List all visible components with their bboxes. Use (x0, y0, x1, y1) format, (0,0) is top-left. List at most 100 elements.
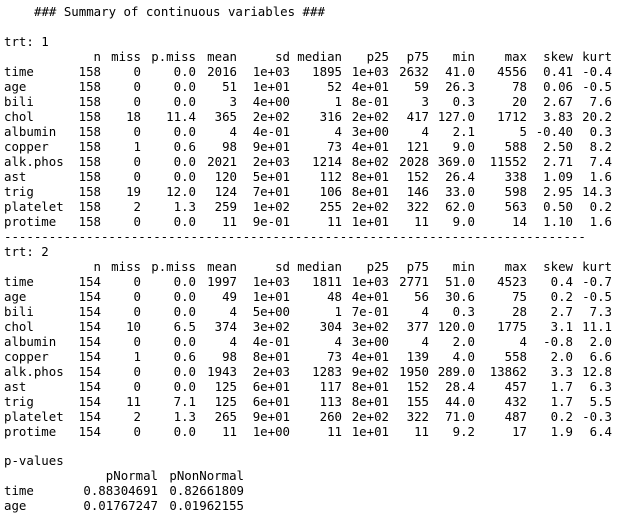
table-cell: 1e+01 (351, 214, 389, 229)
table-cell: 2e+03 (252, 364, 290, 379)
table-cell: 2e+02 (351, 199, 389, 214)
table-cell: 158 (78, 199, 101, 214)
table-cell: 0.0 (173, 79, 196, 94)
table-cell: 0.0 (173, 154, 196, 169)
table-cell: 1.09 (543, 169, 573, 184)
column-header: miss (111, 49, 141, 64)
column-header: skew (543, 259, 573, 274)
table-header-row: n miss p.miss mean sd median p25 p75 min max skew k… (0, 259, 623, 274)
table-cell: 7.1 (173, 394, 196, 409)
table-cell: 0.0 (173, 214, 196, 229)
column-header: median (297, 259, 342, 274)
table-cell: 9.2 (452, 424, 475, 439)
table-cell: 2 (133, 199, 141, 214)
table-cell: 48 (327, 289, 342, 304)
table-cell: 8.2 (589, 139, 612, 154)
table-cell: 71.0 (445, 409, 475, 424)
table-row: albumin 154 0 0.0 4 4e-01 4 3e+00 4 2.0 4 -0.8 2.0 (0, 334, 623, 349)
table-cell: 11.1 (582, 319, 612, 334)
variable-name: time (4, 483, 34, 498)
table-cell: 289.0 (437, 364, 475, 379)
table-cell: 7e+01 (252, 184, 290, 199)
table-cell: 1950 (399, 364, 429, 379)
table-cell: 51.0 (445, 274, 475, 289)
variable-name: platelet (4, 409, 64, 424)
table-cell: 7.3 (589, 304, 612, 319)
table-cell: 2771 (399, 274, 429, 289)
table-cell: 2e+02 (252, 109, 290, 124)
table-cell: 0.0 (173, 64, 196, 79)
table-row: age 158 0 0.0 51 1e+01 52 4e+01 59 26.3 78 0.06 -0.5 (0, 79, 623, 94)
variable-name: alk.phos (4, 154, 64, 169)
table-cell: 127.0 (437, 109, 475, 124)
column-header: kurt (582, 49, 612, 64)
table-cell: 158 (78, 94, 101, 109)
variable-name: bili (4, 94, 34, 109)
table-cell: 7.4 (589, 154, 612, 169)
table-cell: -0.5 (582, 289, 612, 304)
table-cell: 1943 (207, 364, 237, 379)
table-cell: 2632 (399, 64, 429, 79)
variable-name: trig (4, 184, 34, 199)
table-cell: 2e+02 (351, 109, 389, 124)
table-cell: 0 (133, 154, 141, 169)
column-header: mean (207, 49, 237, 64)
table-cell: 8e+02 (351, 154, 389, 169)
table-cell: 1.3 (173, 409, 196, 424)
table-row: trig 158 19 12.0 124 7e+01 106 8e+01 146 33.0 598 2… (0, 184, 623, 199)
table-cell: 9e+01 (252, 139, 290, 154)
pvalue-cell: 0.01767247 (83, 498, 158, 513)
table-cell: 255 (319, 199, 342, 214)
table-cell: 33.0 (445, 184, 475, 199)
table-cell: 588 (504, 139, 527, 154)
variable-name: albumin (4, 124, 57, 139)
table-cell: 4e+00 (252, 94, 290, 109)
pvalues-label: p-values (4, 453, 64, 468)
variable-name: age (4, 498, 27, 513)
variable-name: time (4, 274, 34, 289)
table-cell: 1.3 (173, 199, 196, 214)
table-cell: 139 (406, 349, 429, 364)
table-cell: 338 (504, 169, 527, 184)
table-cell: 154 (78, 274, 101, 289)
table-cell: 1.7 (550, 379, 573, 394)
table-cell: -0.8 (543, 334, 573, 349)
column-header: min (452, 49, 475, 64)
column-header: n (93, 49, 101, 64)
table-cell: 12.0 (166, 184, 196, 199)
pvalues-header-row: pNormal pNonNormal (0, 468, 623, 483)
table-cell: 3 (421, 94, 429, 109)
table-cell: 0.0 (173, 379, 196, 394)
table-cell: 1e+03 (351, 64, 389, 79)
table-cell: 2e+03 (252, 154, 290, 169)
table-cell: 6e+01 (252, 394, 290, 409)
table-cell: 322 (406, 199, 429, 214)
table-cell: 154 (78, 409, 101, 424)
table-cell: 154 (78, 364, 101, 379)
table-cell: 1.6 (589, 214, 612, 229)
variable-name: chol (4, 109, 34, 124)
table-row: copper 158 1 0.6 98 9e+01 73 4e+01 121 9.0 588 2.50… (0, 139, 623, 154)
table-cell: 6.6 (589, 349, 612, 364)
table-cell: 1e+01 (351, 424, 389, 439)
table-cell: 2.0 (452, 334, 475, 349)
variable-name: copper (4, 349, 49, 364)
table-cell: 2.0 (550, 349, 573, 364)
table-cell: 4 (229, 124, 237, 139)
table-cell: 1214 (312, 154, 342, 169)
table-row: protime 154 0 0.0 11 1e+00 11 1e+01 11 9.2 17 1.9 6.… (0, 424, 623, 439)
table-cell: 4e+01 (351, 139, 389, 154)
table-cell: 0.3 (452, 304, 475, 319)
table-cell: 0 (133, 94, 141, 109)
table-cell: 0 (133, 169, 141, 184)
table-cell: 1 (334, 304, 342, 319)
table-cell: 26.4 (445, 169, 475, 184)
column-header: pNonNormal (169, 468, 244, 483)
column-header: p75 (406, 259, 429, 274)
table-cell: 0.0 (173, 124, 196, 139)
table-row: ast 154 0 0.0 125 6e+01 117 8e+01 152 28.4 457 1.7 6… (0, 379, 623, 394)
table-cell: 4 (519, 334, 527, 349)
table-cell: 2028 (399, 154, 429, 169)
table-cell: 0.06 (543, 79, 573, 94)
table-cell: 154 (78, 394, 101, 409)
